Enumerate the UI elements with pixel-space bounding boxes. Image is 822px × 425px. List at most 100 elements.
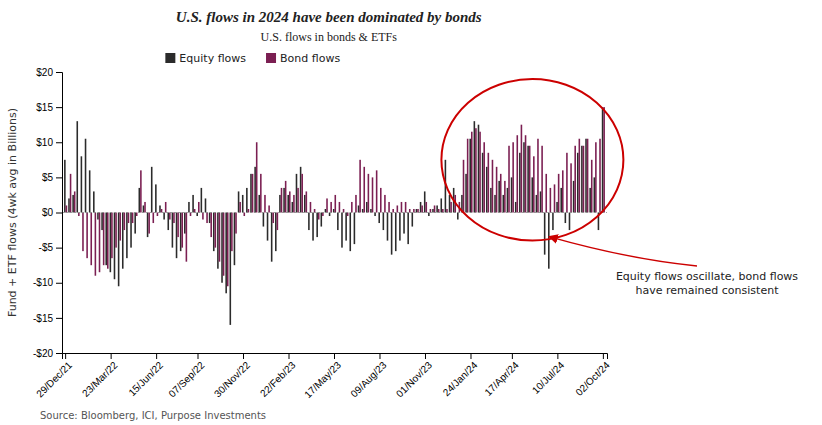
bar (565, 213, 567, 224)
y-tick-label: $20 (36, 67, 53, 78)
bar (258, 195, 260, 213)
bar (252, 174, 254, 213)
bar (329, 213, 331, 217)
bar (413, 209, 415, 213)
bar (440, 198, 442, 212)
bar (111, 213, 113, 259)
bar (219, 213, 221, 262)
bar (446, 209, 448, 213)
annotation-arrow (549, 237, 697, 266)
bar (308, 213, 310, 231)
bar (479, 132, 481, 213)
x-tick-mark (156, 353, 157, 359)
bar (378, 213, 380, 224)
bar (275, 213, 277, 252)
bar (110, 213, 112, 273)
bar (552, 213, 554, 231)
bar (89, 170, 91, 212)
bar (488, 153, 490, 213)
x-tick: 15/Jun/22 (126, 353, 165, 398)
bar (184, 213, 186, 234)
legend-swatch (165, 53, 175, 63)
bar (155, 184, 157, 212)
bar (134, 213, 136, 234)
bar (99, 213, 101, 273)
bar (603, 107, 605, 212)
bar (235, 213, 237, 234)
legend: Equity flowsBond flows (165, 52, 340, 65)
bar (405, 202, 407, 213)
y-tick-label: $15 (36, 102, 53, 113)
bar (165, 202, 167, 213)
bar (225, 213, 227, 294)
bar (420, 202, 422, 213)
bar (325, 209, 327, 213)
bar (177, 213, 179, 238)
annotation-line: have remained consistent (636, 284, 780, 297)
bar (515, 202, 517, 213)
bar (498, 181, 500, 213)
bar (285, 181, 287, 213)
bar (277, 213, 279, 231)
bar (387, 213, 389, 241)
x-tick-label: 01/Nov/23 (394, 359, 434, 399)
bar (296, 174, 298, 213)
y-tick: $5 (42, 172, 62, 183)
bar (463, 160, 465, 213)
bar (548, 213, 550, 269)
y-tick-mark (56, 142, 62, 143)
x-tick-label: 24/Jan/24 (441, 359, 480, 398)
y-tick: $0 (42, 207, 62, 218)
bar (403, 213, 405, 234)
bar (482, 153, 484, 213)
bar (264, 195, 266, 213)
x-tick-label: 07/Sep/22 (166, 359, 206, 399)
y-tick-mark (56, 177, 62, 178)
bar (368, 174, 370, 213)
x-tick-mark (425, 353, 426, 359)
bar (260, 174, 262, 213)
bar (583, 146, 585, 213)
x-tick-label: 17/May/23 (302, 359, 343, 400)
bar (397, 205, 399, 212)
bar (206, 213, 208, 224)
y-tick: $15 (36, 102, 62, 113)
x-tick: 01/Nov/23 (394, 353, 434, 399)
bar (136, 213, 138, 217)
bar (76, 121, 78, 212)
bar (471, 132, 473, 213)
bar (86, 213, 88, 259)
x-tick-mark (603, 353, 604, 359)
bar (525, 135, 527, 212)
bar (434, 205, 436, 212)
bar (242, 195, 244, 213)
y-axis-line (56, 73, 63, 354)
bar (450, 202, 452, 213)
y-tick-label: -$5 (39, 242, 54, 253)
bar (383, 213, 385, 231)
bar (399, 213, 401, 241)
bar (372, 177, 374, 212)
bar (587, 139, 589, 213)
bar (95, 213, 97, 276)
title: U.S. flows in 2024 have been dominated b… (176, 9, 482, 25)
bar (144, 202, 146, 213)
bar (312, 213, 314, 241)
y-tick-label: $0 (42, 207, 54, 218)
bar (566, 153, 568, 213)
source: Source: Bloomberg, ICI, Purpose Investme… (40, 410, 266, 421)
bar (562, 170, 564, 212)
bar (519, 153, 521, 213)
bar (272, 213, 274, 224)
bar (395, 213, 397, 252)
y-tick: $10 (36, 137, 62, 148)
bar (500, 174, 502, 213)
bar (196, 213, 198, 217)
y-tick: -$15 (33, 313, 62, 324)
bar (254, 167, 256, 213)
x-tick-mark (243, 353, 244, 359)
bar (354, 213, 356, 245)
bar (432, 209, 434, 213)
bar (370, 209, 372, 213)
bar (130, 213, 132, 248)
